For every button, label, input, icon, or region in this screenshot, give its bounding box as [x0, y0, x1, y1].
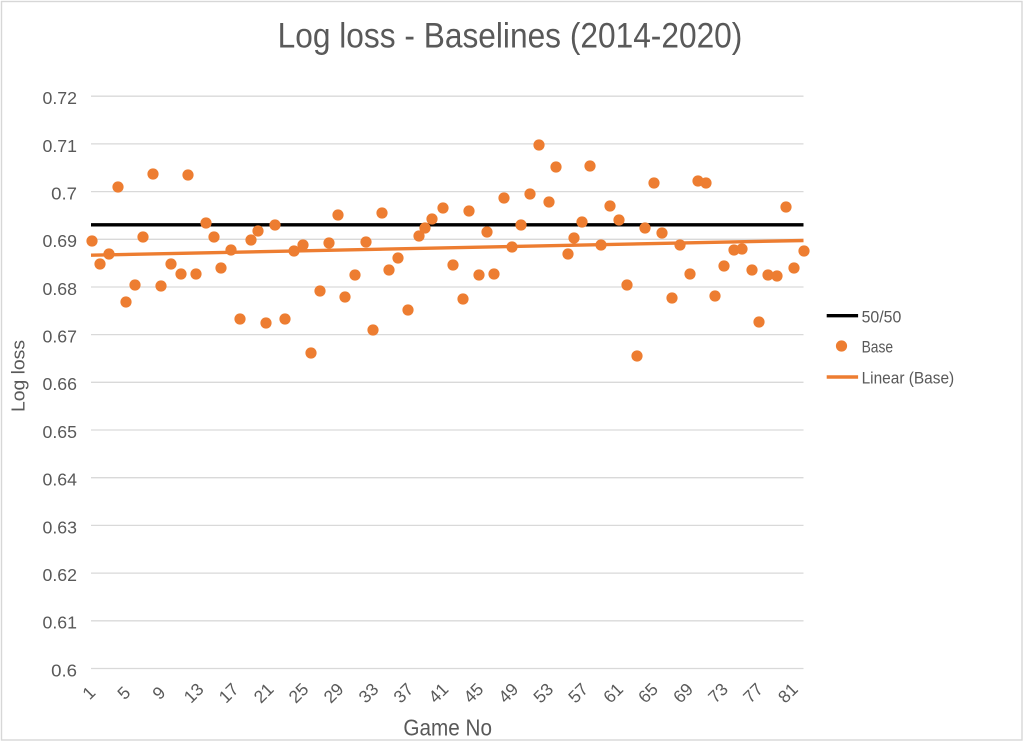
svg-text:0.66: 0.66	[43, 374, 78, 394]
svg-text:0.72: 0.72	[43, 88, 78, 108]
svg-text:0.65: 0.65	[43, 422, 78, 442]
svg-text:0.61: 0.61	[43, 613, 78, 633]
svg-text:0.64: 0.64	[43, 470, 78, 490]
svg-text:Log loss: Log loss	[8, 340, 29, 412]
svg-text:Base: Base	[862, 337, 894, 356]
svg-text:Linear (Base): Linear (Base)	[862, 368, 955, 387]
svg-text:Log loss - Baselines (2014-202: Log loss - Baselines (2014-2020)	[278, 15, 743, 55]
svg-text:0.62: 0.62	[43, 565, 78, 585]
svg-text:0.68: 0.68	[43, 279, 78, 299]
svg-text:50/50: 50/50	[862, 307, 902, 326]
svg-text:0.7: 0.7	[51, 184, 77, 204]
svg-text:0.69: 0.69	[43, 231, 78, 251]
svg-text:0.6: 0.6	[51, 660, 77, 680]
svg-text:0.63: 0.63	[43, 517, 78, 537]
svg-text:0.67: 0.67	[43, 327, 78, 347]
svg-text:0.71: 0.71	[43, 136, 78, 156]
svg-text:Game No: Game No	[403, 714, 492, 740]
